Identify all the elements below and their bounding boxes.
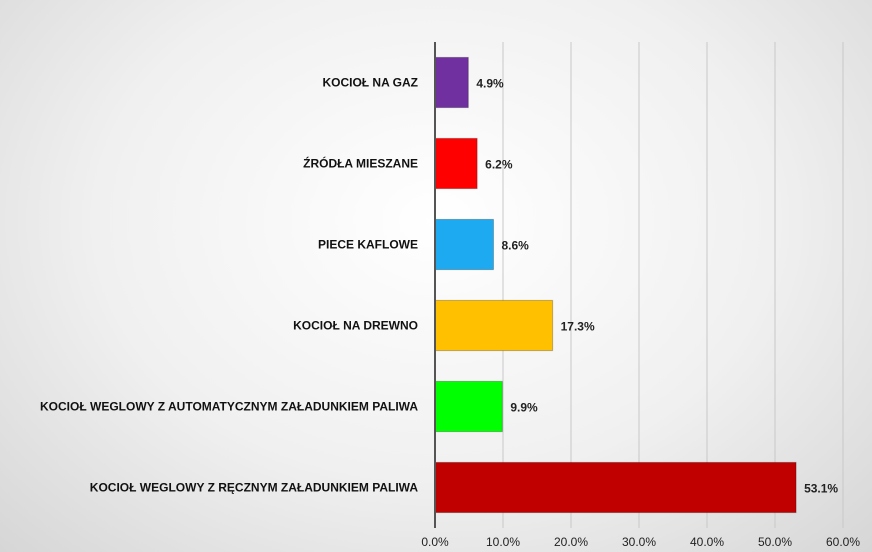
data-label: 6.2% — [485, 158, 513, 172]
category-label: KOCIOŁ WEGLOWY Z RĘCZNYM ZAŁADUNKIEM PAL… — [89, 480, 418, 494]
bar — [434, 380, 503, 433]
x-tick-label: 0.0% — [421, 535, 449, 549]
data-label: 53.1% — [804, 482, 838, 496]
bar — [434, 56, 469, 109]
category-label: ŹRÓDŁA MIESZANE — [303, 156, 418, 170]
bar — [434, 218, 494, 271]
category-label: KOCIOŁ WEGLOWY Z AUTOMATYCZNYM ZAŁADUNKI… — [40, 399, 418, 413]
category-label: KOCIOŁ NA DREWNO — [293, 318, 418, 332]
bar — [434, 137, 478, 190]
x-tick-label: 30.0% — [622, 535, 656, 549]
data-label: 17.3% — [561, 320, 595, 334]
x-tick-label: 10.0% — [486, 535, 520, 549]
data-label: 4.9% — [476, 77, 504, 91]
x-tick-label: 40.0% — [690, 535, 724, 549]
bar — [434, 461, 797, 514]
x-tick-label: 60.0% — [826, 535, 860, 549]
x-tick-label: 50.0% — [758, 535, 792, 549]
x-tick-label: 20.0% — [554, 535, 588, 549]
category-label: KOCIOŁ NA GAZ — [322, 75, 418, 89]
bar — [434, 299, 554, 352]
data-label: 8.6% — [501, 239, 529, 253]
category-label: PIECE KAFLOWE — [317, 237, 418, 251]
data-label: 9.9% — [510, 401, 538, 415]
